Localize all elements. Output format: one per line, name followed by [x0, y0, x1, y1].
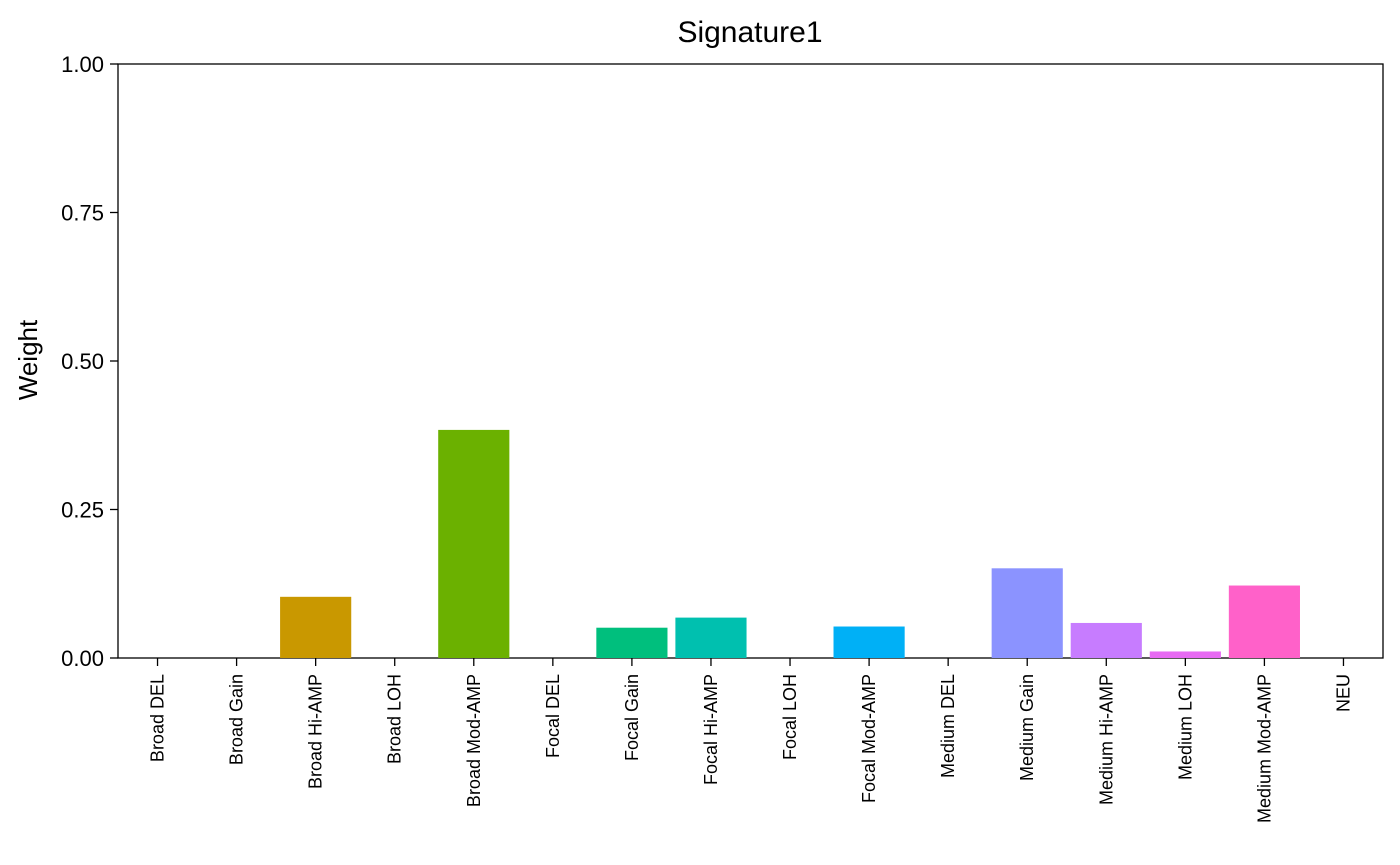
y-tick-label: 0.50: [61, 349, 104, 374]
x-tick-label: Focal DEL: [543, 674, 563, 758]
x-tick-label: NEU: [1333, 674, 1353, 712]
x-tick-label: Broad Gain: [227, 674, 247, 765]
bar-medium-loh: [1149, 651, 1221, 658]
y-axis-label: Weight: [13, 319, 43, 400]
plot-frame: [117, 63, 1384, 659]
x-tick-label: Medium LOH: [1175, 674, 1195, 780]
bar-medium-gain: [991, 568, 1063, 658]
x-axis-ticks: Broad DEL Broad Gain Broad Hi-AMP Broad LOH…: [148, 658, 1353, 823]
bar-medium-hi-amp: [1070, 622, 1142, 658]
x-tick-label: Medium Hi-AMP: [1096, 674, 1116, 805]
y-tick-label: 1.00: [61, 52, 104, 77]
x-tick-label: Broad DEL: [148, 674, 168, 762]
x-tick-label: Medium DEL: [938, 674, 958, 778]
bar-focal-gain: [596, 627, 668, 658]
bar-broad-mod-amp: [438, 429, 510, 658]
x-tick-label: Medium Mod-AMP: [1254, 674, 1274, 823]
y-axis-ticks: 0.00 0.25 0.50 0.75 1.00: [61, 52, 118, 671]
bar-medium-mod-amp: [1228, 585, 1300, 658]
x-tick-label: Focal LOH: [780, 674, 800, 760]
x-tick-label: Broad Hi-AMP: [306, 674, 326, 789]
x-tick-label: Broad Mod-AMP: [464, 674, 484, 807]
chart-title: Signature1: [677, 16, 822, 49]
x-tick-label: Medium Gain: [1017, 674, 1037, 781]
x-tick-label: Focal Gain: [622, 674, 642, 761]
bar-broad-hi-amp: [280, 596, 352, 658]
y-tick-label: 0.00: [61, 646, 104, 671]
bar-focal-hi-amp: [675, 617, 747, 658]
x-tick-label: Focal Mod-AMP: [859, 674, 879, 803]
bar-focal-mod-amp: [833, 626, 905, 658]
bars-group: [280, 429, 1300, 658]
x-tick-label: Focal Hi-AMP: [701, 674, 721, 785]
y-tick-label: 0.25: [61, 498, 104, 523]
x-tick-label: Broad LOH: [385, 674, 405, 764]
y-tick-label: 0.75: [61, 201, 104, 226]
